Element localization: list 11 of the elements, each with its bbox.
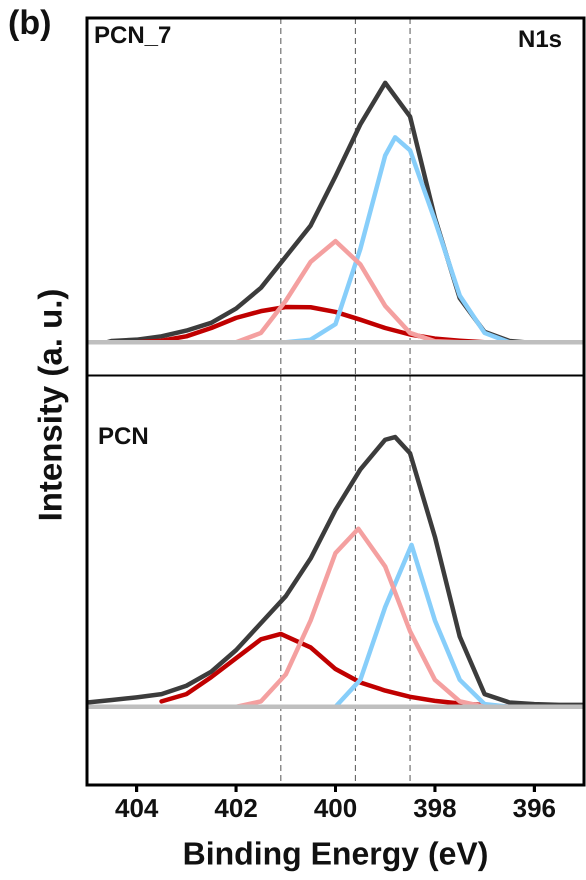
x-tick-label: 400: [314, 792, 358, 823]
x-tick-label: 404: [115, 792, 159, 823]
x-tick-label: 396: [512, 792, 556, 823]
x-tick-label: 402: [214, 792, 258, 823]
text: PCN_7: [94, 22, 172, 50]
annotation: PCN: [98, 423, 149, 451]
y-axis-title: Intensity (a. u.): [30, 288, 69, 522]
x-tick-label: 398: [413, 792, 457, 823]
text: (b): [8, 4, 52, 43]
text: N1s: [518, 26, 562, 54]
x-axis-title: Binding Energy (eV): [182, 836, 488, 872]
